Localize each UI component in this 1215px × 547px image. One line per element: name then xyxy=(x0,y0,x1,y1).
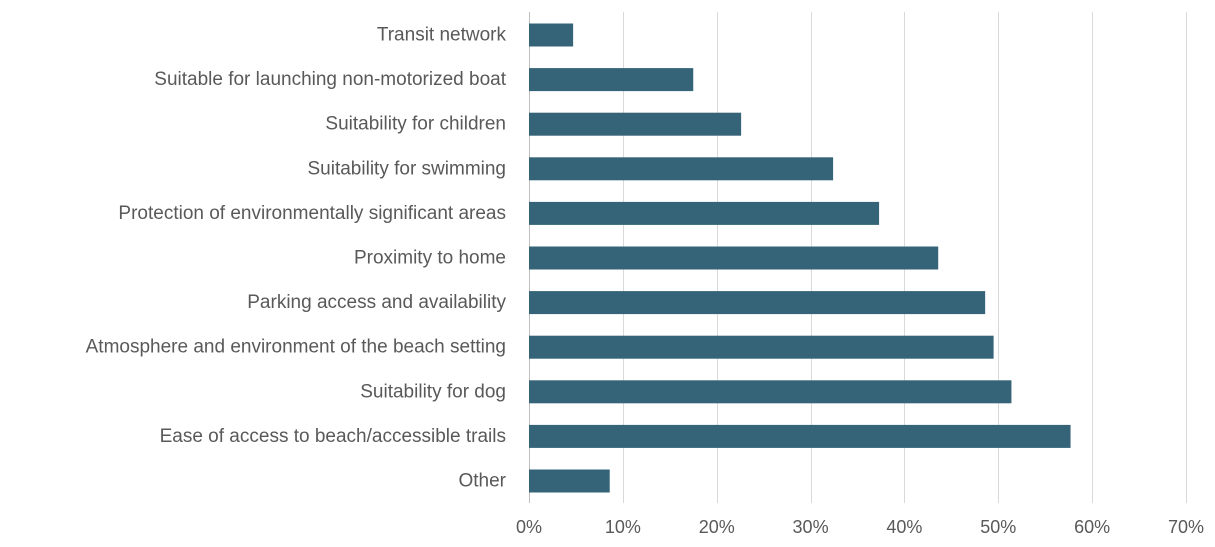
x-tick-label: 0% xyxy=(516,517,542,537)
x-tick-label: 60% xyxy=(1074,517,1110,537)
category-label: Suitability for swimming xyxy=(308,158,507,179)
bar xyxy=(529,424,1071,448)
x-axis-ticks: 0% 10% 20% 30% 40% 50% 60% 70% xyxy=(516,517,1204,537)
bar xyxy=(529,112,742,136)
x-tick-label: 40% xyxy=(886,517,922,537)
category-label: Ease of access to beach/accessible trail… xyxy=(160,426,506,447)
bars xyxy=(529,23,1071,493)
x-tick-label: 70% xyxy=(1168,517,1204,537)
bar xyxy=(529,291,986,315)
bar xyxy=(529,335,994,359)
x-tick-label: 20% xyxy=(699,517,735,537)
category-label: Atmosphere and environment of the beach … xyxy=(86,337,506,358)
x-tick-label: 10% xyxy=(605,517,641,537)
category-label: Protection of environmentally significan… xyxy=(118,203,506,224)
category-label: Proximity to home xyxy=(354,248,506,269)
bar xyxy=(529,469,610,493)
bar xyxy=(529,380,1012,404)
category-label: Suitability for dog xyxy=(360,381,506,402)
bar xyxy=(529,201,880,225)
bar xyxy=(529,23,574,47)
category-label: Suitable for launching non-motorized boa… xyxy=(154,69,506,90)
category-labels: Transit network Suitable for launching no… xyxy=(86,25,507,492)
category-label: Other xyxy=(458,471,506,492)
bar xyxy=(529,68,694,92)
category-label: Suitability for children xyxy=(325,114,506,135)
bar xyxy=(529,157,834,181)
category-label: Parking access and availability xyxy=(247,292,506,313)
x-tick-label: 30% xyxy=(793,517,829,537)
category-label: Transit network xyxy=(377,25,507,46)
bar xyxy=(529,246,939,270)
x-tick-label: 50% xyxy=(980,517,1016,537)
